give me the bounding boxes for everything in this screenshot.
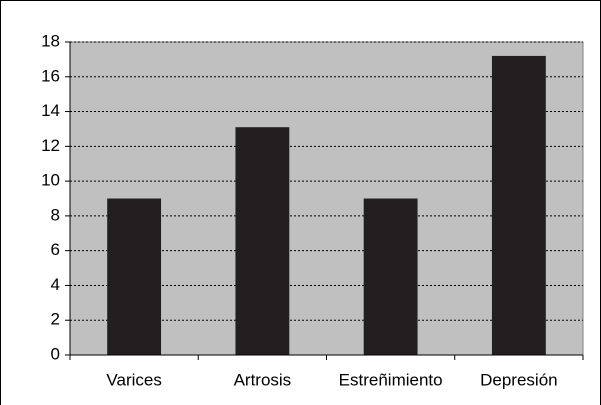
y-tick-label: 10: [41, 171, 60, 190]
y-tick-label: 0: [51, 344, 60, 363]
bar: [235, 127, 290, 355]
x-tick-label: Depresión: [480, 370, 558, 389]
bar: [107, 198, 162, 355]
x-tick-label: Artrosis: [234, 370, 292, 389]
y-tick-label: 6: [51, 240, 60, 259]
y-tick-label: 2: [51, 310, 60, 329]
y-tick-label: 14: [41, 101, 60, 120]
y-tick-label: 16: [41, 66, 60, 85]
bar: [363, 198, 418, 355]
bar: [491, 55, 546, 356]
y-tick-label: 4: [51, 275, 60, 294]
x-tick-label: Varices: [106, 370, 161, 389]
x-tick-label: Estreñimiento: [339, 370, 443, 389]
y-tick-label: 12: [41, 136, 60, 155]
y-tick-label: 8: [51, 205, 60, 224]
y-tick-label: 18: [41, 31, 60, 50]
